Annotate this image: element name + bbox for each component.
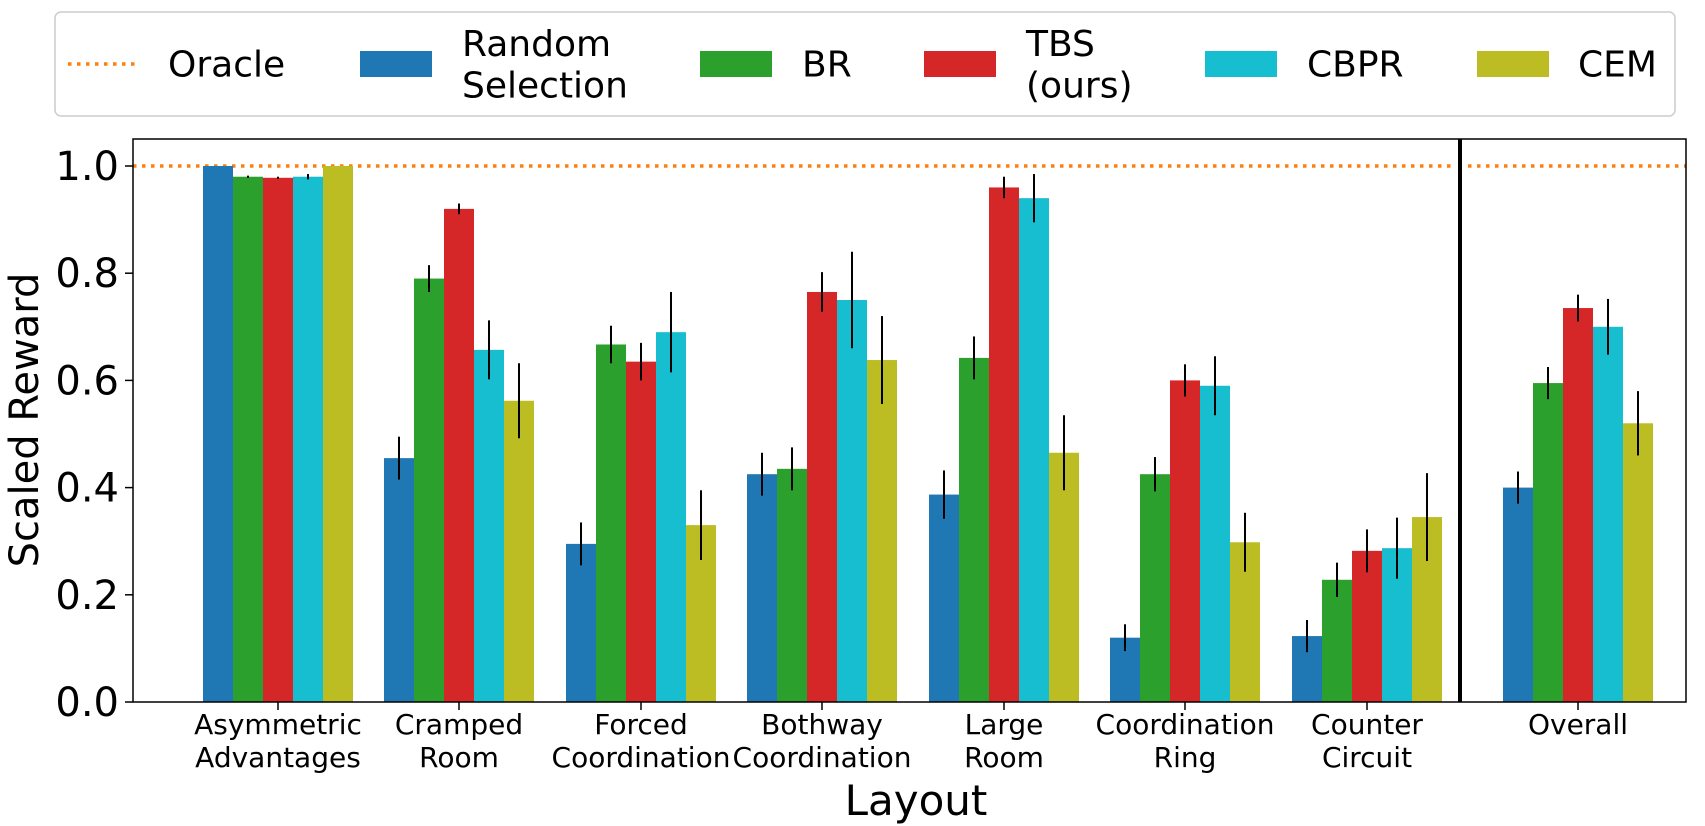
bar-random-selection <box>1503 487 1533 702</box>
plot-area <box>133 164 1686 703</box>
legend-label-random-selection: Random Selection <box>462 24 628 106</box>
bar-cem <box>1623 423 1653 702</box>
legend-label-cbpr: CBPR <box>1307 45 1404 86</box>
bar-random-selection <box>566 543 596 702</box>
x-tick-label: Cramped Room <box>395 708 523 774</box>
y-axis: 0.0 0.2 0.4 0.6 0.8 1.0 <box>55 144 133 726</box>
y-tick-label: 0.6 <box>55 358 119 404</box>
bar-random-selection <box>203 166 233 702</box>
bar-tbs-ours <box>989 187 1019 702</box>
bar-br <box>959 357 989 702</box>
y-tick-label: 0.0 <box>55 680 119 726</box>
bar-tbs-ours <box>807 291 837 702</box>
x-tick-label: Overall <box>1528 708 1628 741</box>
x-tick-label: Counter Circuit <box>1311 708 1423 774</box>
bar-cbpr <box>293 176 323 703</box>
legend-swatch-br <box>700 51 772 77</box>
legend-swatch-cem <box>1477 51 1549 77</box>
bar-cem <box>323 166 353 702</box>
bar-br <box>777 468 807 702</box>
bar-cbpr <box>837 300 867 702</box>
bar-cbpr <box>1200 385 1230 702</box>
legend-label-oracle: Oracle <box>168 45 285 86</box>
legend-label-br: BR <box>802 45 852 86</box>
x-tick-label: Large Room <box>964 708 1044 774</box>
main-panel-frame <box>132 138 1687 703</box>
legend-swatch-tbs-ours <box>924 51 996 77</box>
y-tick-label: 0.4 <box>55 466 119 512</box>
y-tick-label: 0.2 <box>55 573 119 619</box>
bar-cbpr <box>474 349 504 702</box>
bar-cbpr <box>1019 198 1049 702</box>
x-tick-label: Asymmetric Advantages <box>194 708 362 774</box>
bar-tbs-ours <box>263 177 293 703</box>
bar-random-selection <box>929 494 959 702</box>
bar-br <box>414 278 444 702</box>
bar-cem <box>867 360 897 702</box>
bar-cem <box>1049 452 1079 702</box>
bar-random-selection <box>384 458 414 702</box>
legend: Oracle Random Selection BR TBS (ours) CBPR CEM <box>68 24 1657 106</box>
bar-tbs-ours <box>1352 550 1382 702</box>
x-tick-label: Bothway Coordination <box>733 708 912 774</box>
y-axis-label: Scaled Reward <box>2 273 48 568</box>
bar-br <box>1533 383 1563 702</box>
bar-br <box>1140 474 1170 702</box>
legend-label-cem: CEM <box>1578 45 1657 86</box>
x-tick-label: Forced Coordination <box>552 708 731 774</box>
bar-random-selection <box>747 474 777 702</box>
y-tick-label: 1.0 <box>55 144 119 190</box>
legend-swatch-random-selection <box>360 51 432 77</box>
bar-br <box>233 176 263 703</box>
bar-tbs-ours <box>1563 308 1593 702</box>
x-axis-label: Layout <box>845 776 988 825</box>
bar-tbs-ours <box>444 208 474 702</box>
bar-tbs-ours <box>1170 380 1200 702</box>
legend-label-tbs-ours: TBS (ours) <box>1025 24 1133 106</box>
y-tick-label: 0.8 <box>55 251 119 297</box>
bar-tbs-ours <box>626 361 656 702</box>
bar-cem <box>504 400 534 702</box>
bar-cbpr <box>1593 326 1623 702</box>
legend-frame <box>54 11 1676 117</box>
x-tick-label: Coordination Ring <box>1096 708 1275 774</box>
bar-br <box>596 344 626 702</box>
x-axis: Asymmetric Advantages Cramped Room Forced Coo… <box>194 702 1628 774</box>
bar-br <box>1322 579 1352 702</box>
bar-cbpr <box>656 332 686 702</box>
legend-swatch-cbpr <box>1205 51 1277 77</box>
